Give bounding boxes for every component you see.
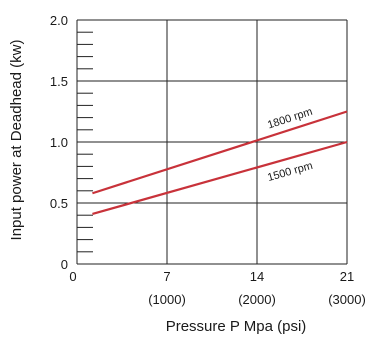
x-tick-label: 21 [340, 269, 354, 284]
x-tick-sublabel: (1000) [148, 292, 186, 307]
y-tick-label: 1.5 [50, 74, 68, 89]
x-axis-title: Pressure P Mpa (psi) [166, 318, 307, 335]
series-label: 1800 rpm [266, 106, 314, 132]
series-layer [92, 110, 348, 216]
y-tick-label: 0.5 [50, 196, 68, 211]
y-tick-label: 2.0 [50, 13, 68, 28]
y-axis-title: Input power at Deadhead (kw) [8, 40, 25, 241]
label-layer: Input power at Deadhead (kw) Pressure P … [8, 13, 366, 335]
x-tick-sublabel: (2000) [238, 292, 276, 307]
x-tick-label: 0 [69, 269, 76, 284]
series-line-1800-rpm [92, 110, 348, 195]
grid-layer [76, 19, 348, 265]
x-tick-label: 14 [250, 269, 264, 284]
x-tick-label: 7 [163, 269, 170, 284]
y-tick-label: 1.0 [50, 135, 68, 150]
x-tick-sublabel: (3000) [328, 292, 366, 307]
y-tick-label: 0 [61, 257, 68, 272]
series-line-1500-rpm [92, 140, 348, 216]
